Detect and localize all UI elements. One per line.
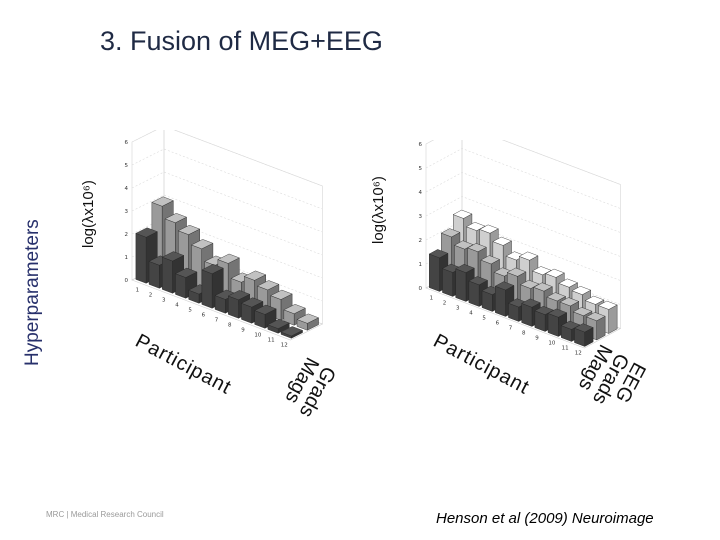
citation: Henson et al (2009) Neuroimage (436, 510, 654, 527)
y-tick-label: 5 (125, 163, 129, 169)
x-tick-label: 12 (575, 351, 582, 357)
x-tick-label: 10 (548, 341, 555, 347)
bar-mags-11 (267, 318, 290, 334)
bar-mags-12 (573, 323, 594, 347)
bar-mags-7 (507, 298, 528, 322)
x-tick-label: 5 (188, 308, 192, 314)
x-tick-label: 6 (202, 313, 206, 319)
x-tick-label: 8 (228, 323, 232, 329)
y-gridline (131, 217, 323, 279)
x-tick-label: 7 (509, 326, 513, 332)
x-tick-label: 5 (482, 316, 486, 322)
y-gridline (425, 172, 621, 233)
y-tick-label: 2 (419, 238, 423, 244)
x-tick-label: 7 (215, 318, 219, 324)
y-tick-label: 4 (419, 190, 423, 196)
y-gridline (131, 130, 323, 187)
x-tick-label: 11 (562, 346, 569, 352)
bar-grads-12 (296, 313, 320, 331)
x-tick-label: 4 (469, 311, 473, 317)
x-tick-label: 10 (254, 333, 261, 339)
y-tick-label: 6 (419, 142, 423, 148)
x-tick-label: 11 (268, 338, 275, 344)
y-tick-label: 1 (125, 255, 129, 261)
y-gridline (131, 171, 323, 233)
mrc-logo: MRC | Medical Research Council (46, 510, 164, 519)
bar-mags-6 (201, 264, 224, 309)
slide-title: 3. Fusion of MEG+EEG (100, 26, 383, 56)
y-tick-label: 6 (125, 140, 129, 146)
y-tick-label: 3 (125, 209, 129, 215)
chart1-y-axis-label: log(λx10⁶) (80, 180, 97, 248)
x-tick-label: 2 (149, 293, 153, 299)
y-gridline (131, 148, 323, 210)
x-tick-label: 8 (522, 331, 526, 337)
x-tick-label: 3 (456, 306, 460, 312)
x-tick-label: 6 (496, 321, 500, 327)
bar-mags-12 (280, 326, 304, 339)
hyperparameters-label: Hyperparameters (22, 219, 43, 366)
y-tick-label: 5 (419, 166, 423, 172)
x-tick-label: 1 (136, 288, 140, 294)
x-tick-label: 9 (241, 328, 245, 334)
y-gridline (425, 148, 621, 209)
x-tick-label: 3 (162, 298, 166, 304)
y-tick-label: 3 (419, 214, 423, 220)
y-tick-label: 0 (125, 278, 129, 284)
y-tick-label: 4 (125, 186, 129, 192)
x-tick-label: 9 (535, 336, 539, 342)
chart2-y-axis-label: log(λx10⁶) (370, 176, 387, 244)
y-tick-label: 2 (125, 232, 129, 238)
x-tick-label: 12 (281, 343, 288, 349)
y-gridline (131, 194, 323, 256)
y-tick-label: 1 (419, 262, 423, 268)
y-tick-label: 0 (419, 286, 423, 292)
x-tick-label: 1 (430, 296, 434, 302)
x-tick-label: 4 (175, 303, 179, 309)
y-gridline (425, 196, 621, 257)
x-tick-label: 2 (443, 301, 447, 307)
y-gridline (425, 140, 621, 185)
